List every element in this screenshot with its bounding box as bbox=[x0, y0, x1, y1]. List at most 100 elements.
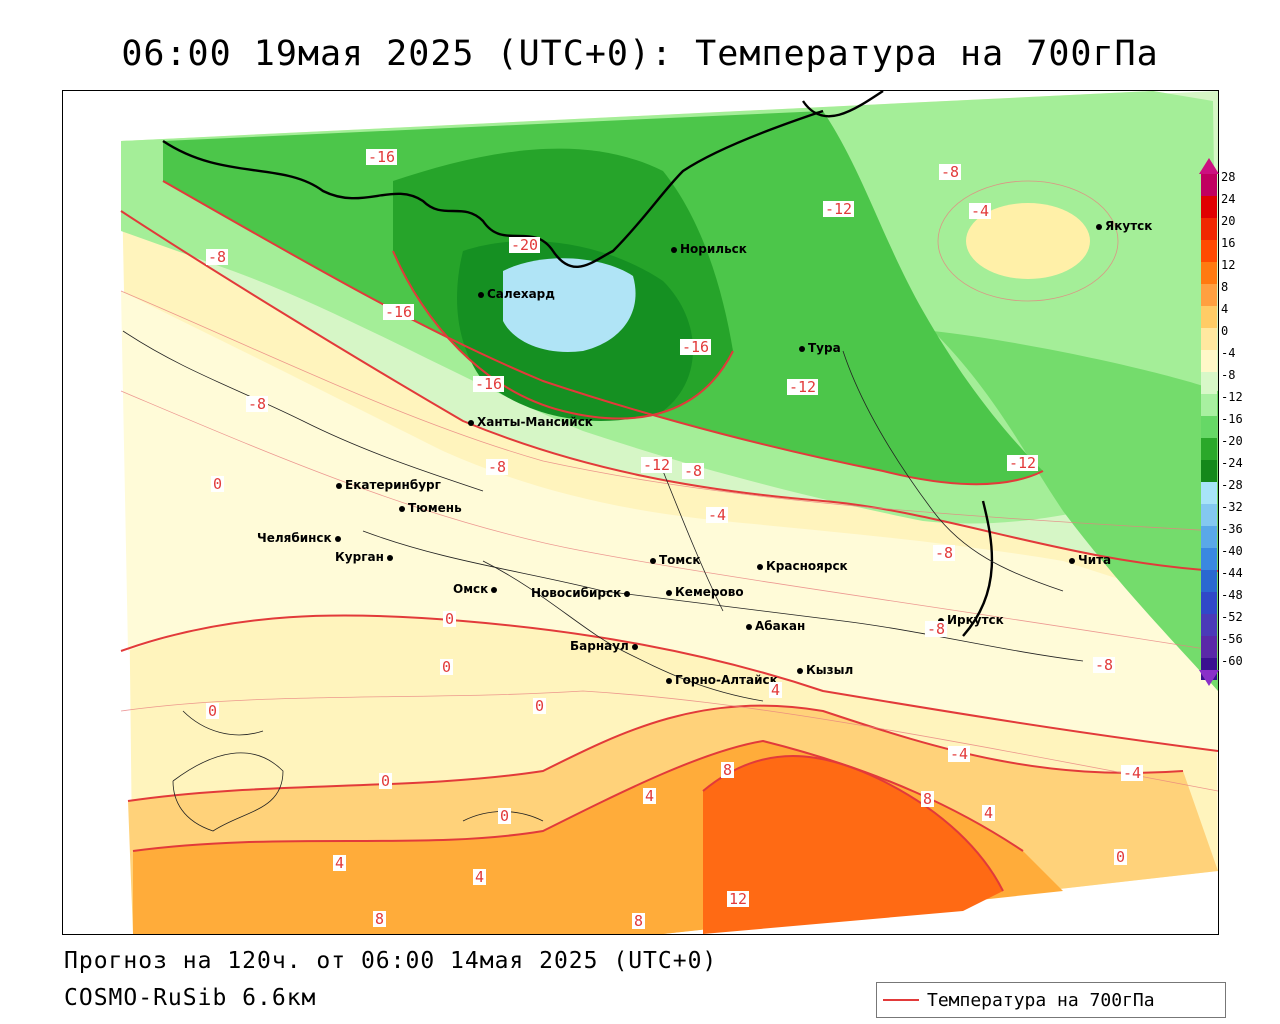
contour-label: -4 bbox=[706, 506, 729, 524]
city-dot bbox=[797, 667, 803, 674]
coastline bbox=[162, 91, 994, 637]
contour-label: -8 bbox=[933, 544, 956, 562]
city-yakutsk: Якутск bbox=[1096, 219, 1152, 233]
contour-label: -12 bbox=[1007, 454, 1039, 472]
city-dot bbox=[938, 617, 944, 624]
colorbar-cell bbox=[1201, 372, 1217, 394]
city-label: Иркутск bbox=[947, 613, 1004, 627]
colorbar-tick-label: -48 bbox=[1221, 588, 1243, 602]
city-dot bbox=[478, 291, 484, 298]
contour-label: 4 bbox=[769, 681, 783, 699]
contour-label: -12 bbox=[823, 200, 855, 218]
contour-label: -8 bbox=[939, 163, 962, 181]
colorbar-cell bbox=[1201, 328, 1217, 350]
colorbar-cell bbox=[1201, 526, 1217, 548]
city-khanty-mansiysk: Ханты-Мансийск bbox=[468, 415, 593, 429]
zone-yakutsk-warm bbox=[966, 203, 1090, 279]
city-label: Чита bbox=[1078, 553, 1112, 567]
colorbar-bottom-arrow bbox=[1199, 670, 1219, 686]
colorbar-cell bbox=[1201, 438, 1217, 460]
colorbar-tick-label: 4 bbox=[1221, 302, 1229, 316]
colorbar-tick-label: -32 bbox=[1221, 500, 1243, 514]
contour-label: 8 bbox=[921, 790, 935, 808]
colorbar-tick-label: 28 bbox=[1221, 170, 1236, 184]
city-label: Кемерово bbox=[675, 585, 744, 599]
contour-label: -12 bbox=[787, 378, 819, 396]
city-dot bbox=[1069, 557, 1075, 564]
model-info: COSMO-RuSib 6.6км bbox=[64, 985, 317, 1011]
zone-minus24 bbox=[503, 258, 636, 352]
colorbar-tick-label: 20 bbox=[1221, 214, 1236, 228]
colorbar-cell bbox=[1201, 636, 1217, 658]
city-label: Салехард bbox=[487, 287, 555, 301]
contour-lines bbox=[120, 180, 1218, 892]
contour-label: 0 bbox=[211, 475, 225, 493]
colorbar-cell bbox=[1201, 284, 1217, 306]
colorbar-cell bbox=[1201, 350, 1217, 372]
city-dot bbox=[336, 482, 342, 489]
colorbar-cell bbox=[1201, 174, 1217, 196]
city-dot bbox=[334, 535, 341, 542]
contour-label: 8 bbox=[721, 761, 735, 779]
city-kemerovo: Кемерово bbox=[666, 585, 744, 599]
forecast-info: Прогноз на 120ч. от 06:00 14мая 2025 (UT… bbox=[64, 948, 718, 974]
contour-label: 0 bbox=[440, 658, 454, 676]
city-label: Норильск bbox=[680, 242, 747, 256]
city-dot bbox=[666, 589, 672, 596]
colorbar-tick-label: 24 bbox=[1221, 192, 1236, 206]
city-dot bbox=[671, 246, 677, 253]
city-kyzyl: Кызыл bbox=[797, 663, 853, 677]
contour-label: -16 bbox=[680, 338, 712, 356]
city-dot bbox=[666, 677, 672, 684]
colorbar-tick-label: -40 bbox=[1221, 544, 1243, 558]
colorbar-cell bbox=[1201, 614, 1217, 636]
city-dot bbox=[399, 505, 405, 512]
contour-label: 12 bbox=[727, 890, 750, 908]
city-dot bbox=[1096, 223, 1102, 230]
contour-label: -8 bbox=[682, 462, 705, 480]
colorbar-tick-label: -20 bbox=[1221, 434, 1243, 448]
legend-line-swatch bbox=[883, 999, 919, 1001]
contour-label: 4 bbox=[982, 804, 996, 822]
city-dot bbox=[468, 419, 474, 426]
city-dot bbox=[757, 563, 763, 570]
thin-contours bbox=[120, 180, 1218, 792]
city-salekhard: Салехард bbox=[478, 287, 555, 301]
colorbar-cell bbox=[1201, 262, 1217, 284]
contour-label: 4 bbox=[643, 787, 657, 805]
colorbar-cell bbox=[1201, 504, 1217, 526]
city-omsk: Омск bbox=[453, 582, 500, 596]
contour-label: -20 bbox=[509, 236, 541, 254]
contour-label: -8 bbox=[925, 620, 948, 638]
city-gorno-altaysk: Горно-Алтайск bbox=[666, 673, 778, 687]
city-chita: Чита bbox=[1069, 553, 1111, 567]
city-label: Барнаул bbox=[570, 639, 629, 653]
temperature-field bbox=[120, 91, 1218, 934]
contour-label: -4 bbox=[948, 745, 971, 763]
city-barnaul: Барнаул bbox=[570, 639, 641, 653]
colorbar-cell bbox=[1201, 240, 1217, 262]
contour-label: 0 bbox=[443, 610, 457, 628]
colorbar-cell bbox=[1201, 570, 1217, 592]
colorbar-cell bbox=[1201, 306, 1217, 328]
city-label: Тура bbox=[808, 341, 841, 355]
map-area: Якутск Норильск Салехард Тура Ханты-Манс… bbox=[62, 90, 1219, 935]
contour-label: 4 bbox=[473, 868, 487, 886]
colorbar-tick-label: 12 bbox=[1221, 258, 1236, 272]
city-label: Абакан bbox=[755, 619, 806, 633]
contour-label: 8 bbox=[632, 912, 646, 930]
contour-label: -4 bbox=[969, 202, 992, 220]
city-tomsk: Томск bbox=[650, 553, 701, 567]
colorbar-tick-label: 0 bbox=[1221, 324, 1229, 338]
colorbar-tick-label: -12 bbox=[1221, 390, 1243, 404]
city-label: Красноярск bbox=[766, 559, 848, 573]
contour-label: -16 bbox=[366, 148, 398, 166]
warm-zone-12 bbox=[703, 756, 1003, 934]
city-kurgan: Курган bbox=[335, 550, 396, 564]
colorbar-cell bbox=[1201, 592, 1217, 614]
city-label: Якутск bbox=[1105, 219, 1153, 233]
contour-label: -8 bbox=[246, 395, 269, 413]
colorbar bbox=[1199, 174, 1219, 680]
map-title: 06:00 19мая 2025 (UTC+0): Температура на… bbox=[121, 34, 1159, 74]
city-label: Челябинск bbox=[257, 531, 332, 545]
